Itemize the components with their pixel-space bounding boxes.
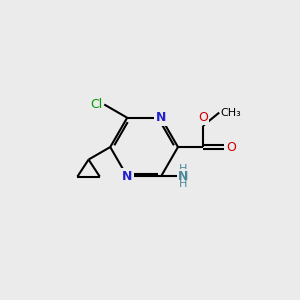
Text: CH₃: CH₃ bbox=[221, 108, 242, 118]
Text: N: N bbox=[156, 111, 166, 124]
Text: H: H bbox=[179, 179, 187, 189]
Text: O: O bbox=[226, 141, 236, 154]
Text: N: N bbox=[178, 170, 188, 183]
Text: Cl: Cl bbox=[91, 98, 103, 111]
Text: N: N bbox=[122, 170, 132, 183]
Text: H: H bbox=[179, 164, 187, 174]
Text: O: O bbox=[198, 111, 208, 124]
